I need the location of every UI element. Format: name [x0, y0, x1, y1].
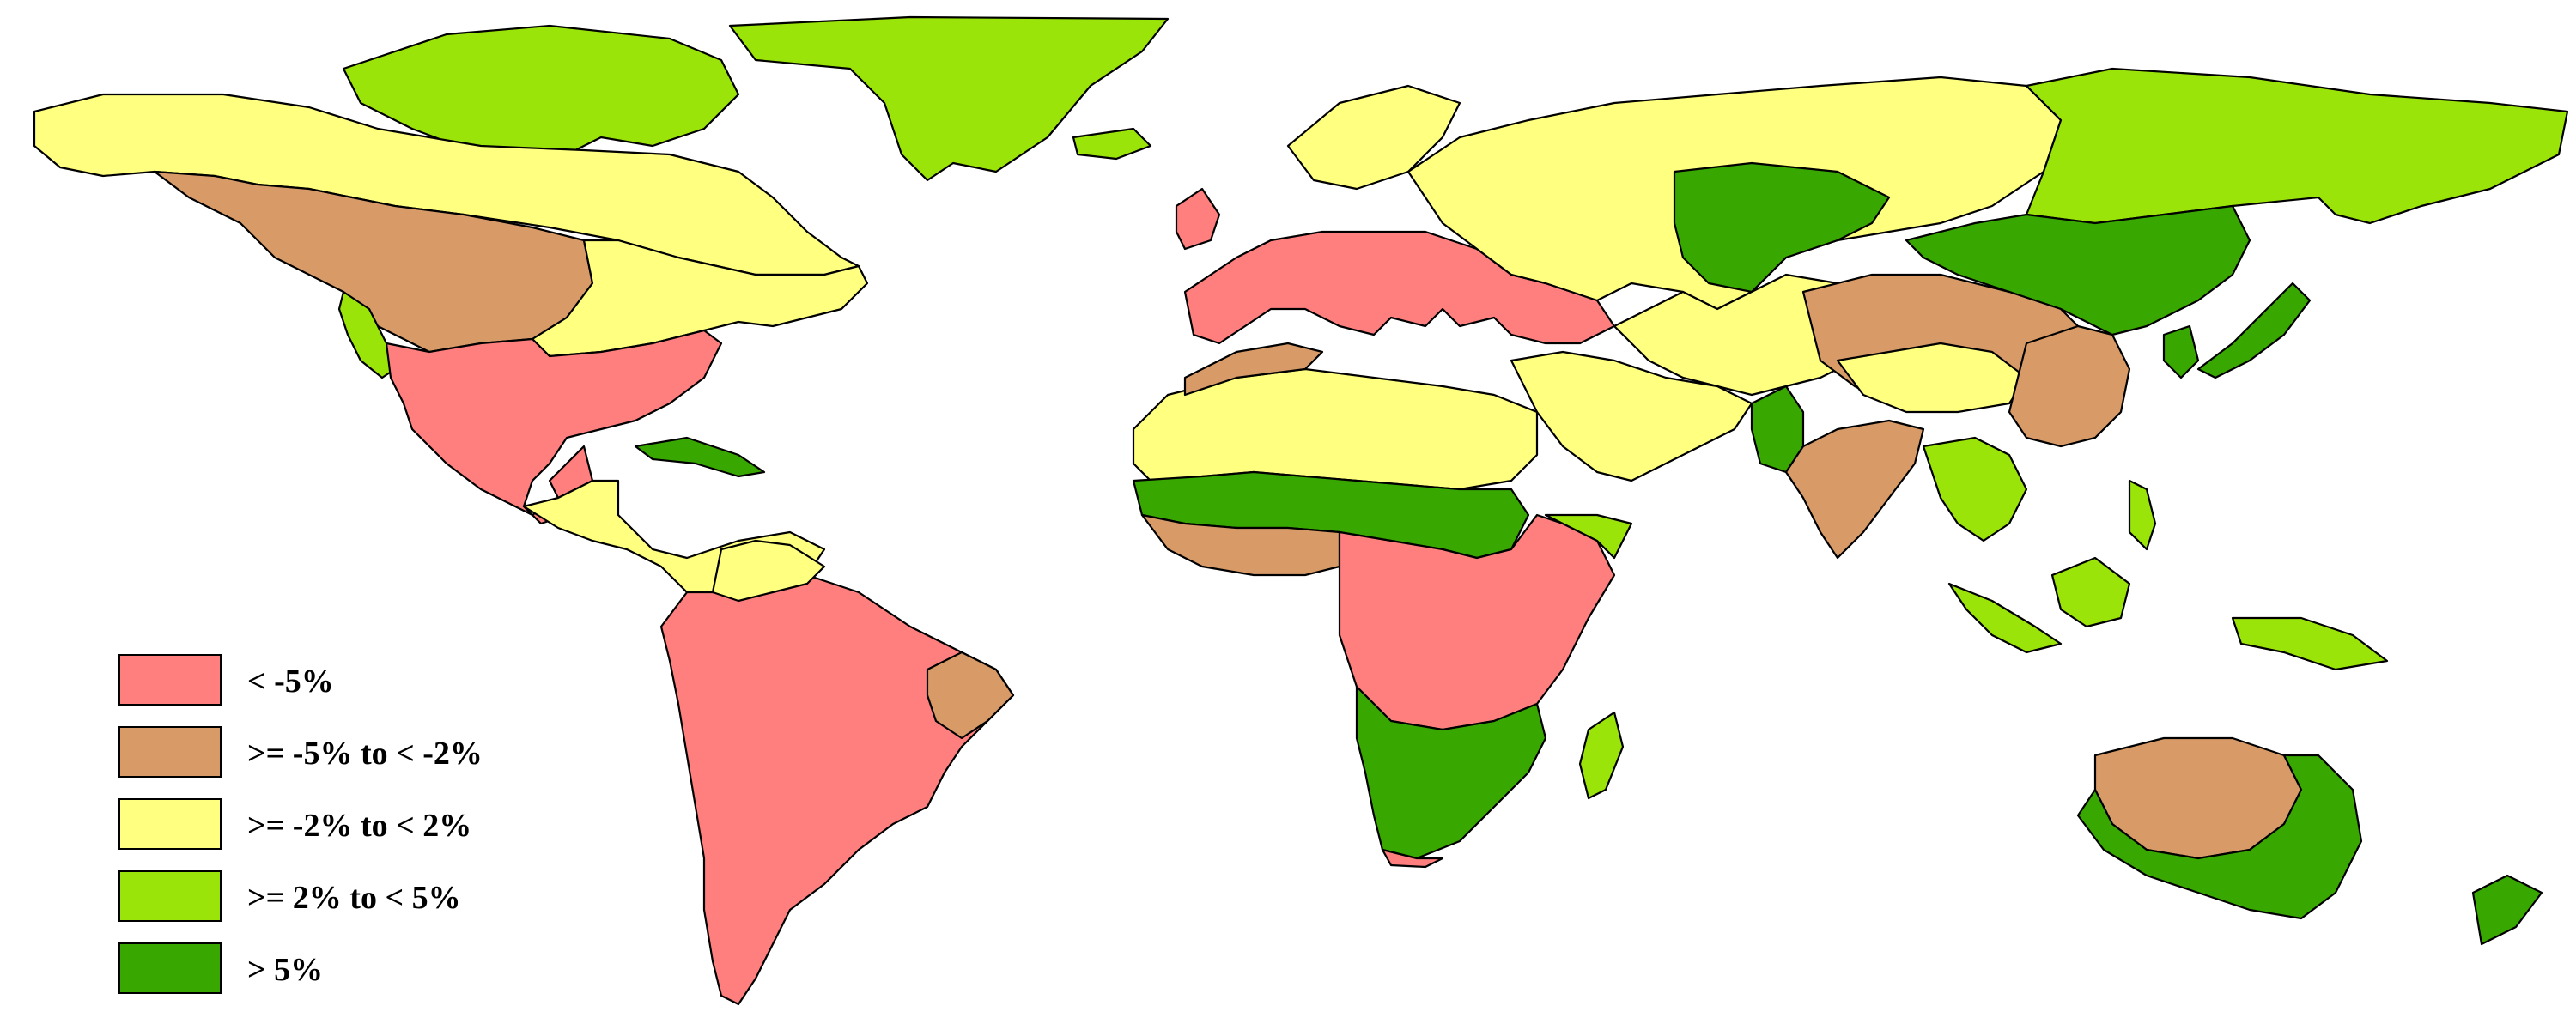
legend-label: > 5% [247, 952, 324, 988]
legend-swatch [118, 726, 222, 778]
region-uk [1175, 187, 1221, 251]
legend-swatch [118, 798, 222, 850]
region-california-coast [337, 290, 397, 379]
legend-item: >= -2% to < 2% [118, 798, 720, 858]
region-japan [2196, 282, 2312, 379]
region-korea [2162, 324, 2200, 379]
legend-item: > 5% [118, 942, 720, 1003]
region-middle-east [1510, 350, 1753, 482]
legend-label: >= -5% to < -2% [247, 736, 483, 772]
legend-swatch [118, 870, 222, 922]
region-horn-of-africa [1544, 513, 1633, 560]
region-maghreb [1183, 342, 1324, 397]
legend-item: >= -5% to < -2% [118, 726, 720, 786]
region-east-siberia [2025, 67, 2569, 225]
region-philippines [2128, 479, 2157, 551]
legend-swatch [118, 654, 222, 706]
region-borneo [2050, 556, 2131, 628]
legend-swatch [118, 942, 222, 994]
legend-item: >= 2% to < 5% [118, 870, 720, 930]
region-usa-mexico [385, 329, 723, 525]
region-canada-arctic [342, 24, 740, 165]
region-madagascar [1578, 711, 1625, 800]
legend-label: >= 2% to < 5% [247, 880, 461, 916]
region-cape [1381, 848, 1444, 869]
region-new-zealand [2471, 874, 2543, 946]
region-iceland [1072, 127, 1152, 161]
legend-item: < -5% [118, 654, 720, 714]
region-china-east [2008, 324, 2131, 448]
region-cuba [634, 436, 766, 478]
region-new-guinea [2231, 616, 2389, 671]
region-southern-africa [1355, 685, 1547, 860]
region-greenland [728, 15, 1170, 182]
region-indonesia-west [1947, 582, 2063, 654]
region-europe-south [1183, 230, 1616, 345]
legend-label: < -5% [247, 663, 334, 700]
region-siberia-central [1673, 161, 1891, 294]
region-southeast-asia [1922, 436, 2028, 542]
region-south-america-main [659, 573, 1015, 1006]
region-scandinavia [1286, 84, 1461, 191]
region-australia-coast [2076, 754, 2363, 920]
region-venezuela-coast [711, 539, 826, 603]
region-brazil-northeast [926, 651, 1015, 740]
legend-label: >= -2% to < 2% [247, 808, 472, 844]
region-far-east [1905, 204, 2251, 336]
region-india [1784, 419, 1925, 560]
